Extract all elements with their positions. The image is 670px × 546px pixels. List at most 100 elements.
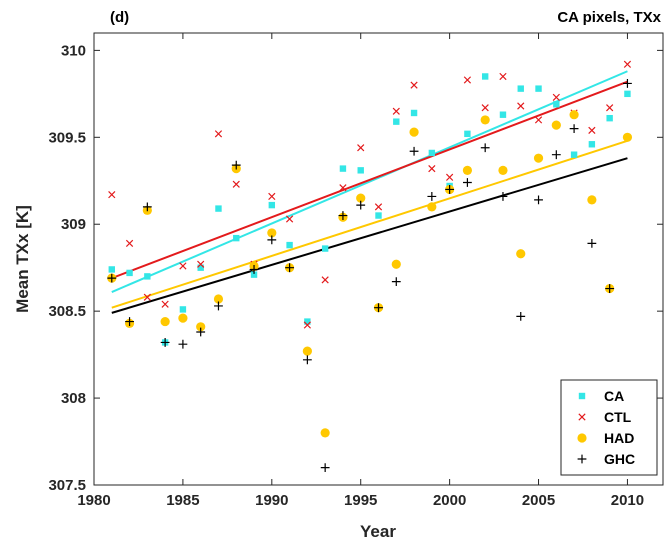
point-had [569,110,579,120]
point-ca [535,85,542,92]
point-ca [321,245,329,252]
point-ghc [587,238,597,248]
point-ca [357,167,364,174]
y-tick-label: 308 [61,390,86,407]
point-ca [624,90,631,98]
point-had [267,228,277,238]
point-ctl [446,173,454,181]
point-ctl [410,81,418,89]
point-ctl [499,72,507,81]
point-ctl [588,126,596,134]
point-had [391,259,401,269]
point-ghc [267,235,277,245]
point-ctl [552,93,560,101]
legend-box [560,379,658,476]
point-ctl [232,180,240,188]
point-ghc [302,355,312,365]
x-tick-label: 1990 [255,492,288,509]
point-ca [179,306,187,313]
point-ctl [285,215,294,223]
x-tick-label: 1985 [166,492,199,509]
point-ca [517,85,524,92]
x-tick-label: 1995 [344,492,377,509]
point-ghc [356,200,366,210]
point-ca [268,201,276,209]
point-ghc [623,79,632,88]
point-ghc [498,192,508,201]
point-ghc [338,211,348,220]
point-ghc [516,311,526,321]
point-ctl [197,260,205,268]
trend-line-ctl [111,80,628,280]
point-ctl [481,104,489,112]
point-ghc [160,338,170,347]
point-ghc [551,150,561,160]
point-ca [553,101,560,108]
point-ctl [268,192,276,201]
trend-line-ca [111,70,628,293]
point-had [533,153,544,163]
point-ctl [108,191,116,199]
point-ctl [161,300,169,308]
point-ca [197,264,204,271]
point-ca [588,141,596,148]
point-had [356,193,366,203]
y-tick-label: 309.5 [48,129,86,146]
point-had [196,322,206,332]
point-ctl [303,321,311,329]
point-ca [233,234,240,242]
point-had [427,202,437,212]
legend-marker-ghc [577,454,587,464]
x-tick-label: 2005 [522,492,555,509]
point-had [480,115,490,125]
point-ghc [569,124,579,134]
legend-item-had: HAD [577,430,634,446]
data-markers [107,60,633,473]
point-ghc [463,178,472,187]
point-ca [464,130,471,138]
point-ca [570,151,578,158]
point-ctl [125,239,134,247]
point-ctl [606,104,614,112]
y-axis-label: Mean TXx [K] [13,205,32,313]
point-had [213,294,224,304]
point-ctl [428,164,436,173]
point-ca [481,73,489,80]
point-had [302,346,312,356]
point-had [587,195,597,205]
point-ca [393,118,400,125]
point-ghc [534,195,543,205]
point-ghc [125,317,134,326]
legend-label-ca: CA [604,388,624,404]
point-ghc [285,263,294,273]
point-had [320,428,330,438]
point-had [178,313,188,323]
point-ghc [427,192,437,201]
point-ghc [178,339,188,349]
point-ca [286,241,293,249]
point-ctl [321,276,329,284]
point-ctl [143,293,151,301]
point-ghc [196,327,206,337]
point-had [498,165,508,175]
point-had [409,127,419,137]
y-tick-label: 309 [61,216,86,233]
point-ghc [605,284,615,293]
axes-box [93,32,664,486]
point-ca [428,149,436,157]
x-tick-label: 1980 [77,492,110,509]
point-ctl [534,116,543,124]
point-had [622,132,633,142]
point-ca [126,269,133,277]
y-tick-label: 308.5 [48,303,86,320]
legend-marker-ctl [578,413,586,421]
trend-lines [111,70,628,314]
point-ca [606,114,613,122]
x-axis-label: Year [360,522,396,541]
point-ctl [463,76,472,84]
point-ghc [249,265,259,274]
chart-title: CA pixels, TXx [557,9,661,26]
x-tick-label: 2010 [611,492,644,509]
point-ctl [179,262,187,270]
